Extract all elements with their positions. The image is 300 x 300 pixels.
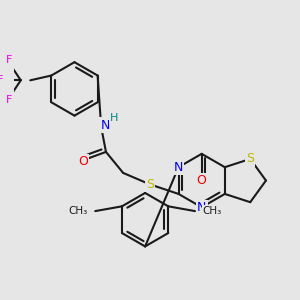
Text: S: S bbox=[146, 178, 154, 191]
Text: O: O bbox=[78, 155, 88, 168]
Text: N: N bbox=[174, 161, 183, 174]
Text: N: N bbox=[100, 119, 110, 132]
Text: CH₃: CH₃ bbox=[202, 206, 222, 216]
Text: F: F bbox=[0, 75, 3, 85]
Text: N: N bbox=[197, 201, 206, 214]
Text: S: S bbox=[246, 152, 254, 165]
Text: H: H bbox=[110, 112, 119, 122]
Text: O: O bbox=[197, 174, 207, 187]
Text: F: F bbox=[6, 55, 13, 65]
Text: CH₃: CH₃ bbox=[68, 206, 88, 216]
Text: F: F bbox=[6, 95, 13, 105]
